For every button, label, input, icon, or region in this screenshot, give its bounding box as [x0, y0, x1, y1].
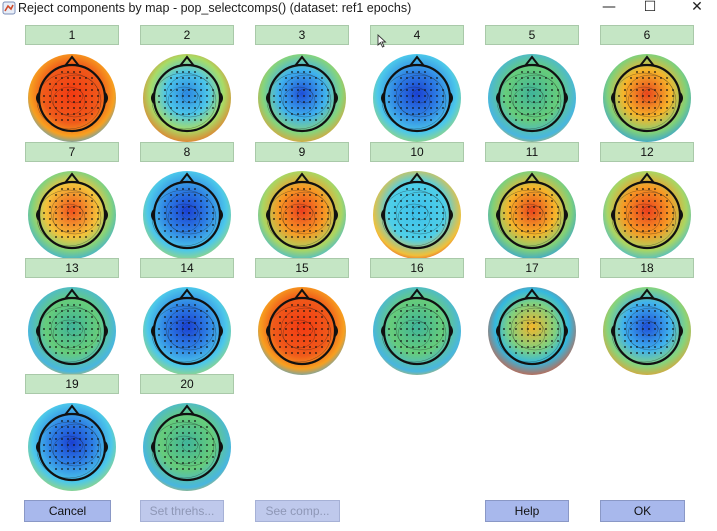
component-topomap-12[interactable]: [592, 166, 702, 262]
component-topomap-17[interactable]: [477, 282, 587, 378]
component-button-13[interactable]: 13: [25, 258, 119, 278]
component-button-20[interactable]: 20: [140, 374, 234, 394]
component-topomap-10[interactable]: [362, 166, 472, 262]
component-topomap-9[interactable]: [247, 166, 357, 262]
component-topomap-14[interactable]: [132, 282, 242, 378]
help-button[interactable]: Help: [485, 500, 569, 522]
mouse-cursor-icon: [377, 34, 387, 48]
component-topomap-18[interactable]: [592, 282, 702, 378]
ok-button[interactable]: OK: [600, 500, 685, 522]
component-button-15[interactable]: 15: [255, 258, 349, 278]
component-topomap-5[interactable]: [477, 49, 587, 145]
set-thresholds-button[interactable]: Set threhs...: [140, 500, 224, 522]
component-button-1[interactable]: 1: [25, 25, 119, 45]
component-topomap-15[interactable]: [247, 282, 357, 378]
component-button-19[interactable]: 19: [25, 374, 119, 394]
component-button-5[interactable]: 5: [485, 25, 579, 45]
minimize-button[interactable]: —: [602, 0, 616, 15]
component-topomap-2[interactable]: [132, 49, 242, 145]
component-button-9[interactable]: 9: [255, 142, 349, 162]
component-topomap-19[interactable]: [17, 398, 127, 494]
component-button-16[interactable]: 16: [370, 258, 464, 278]
component-topomap-3[interactable]: [247, 49, 357, 145]
component-topomap-6[interactable]: [592, 49, 702, 145]
component-button-8[interactable]: 8: [140, 142, 234, 162]
see-component-button[interactable]: See comp...: [255, 500, 340, 522]
title-bar: Reject components by map - pop_selectcom…: [0, 0, 717, 20]
component-button-12[interactable]: 12: [600, 142, 694, 162]
component-button-17[interactable]: 17: [485, 258, 579, 278]
component-button-2[interactable]: 2: [140, 25, 234, 45]
window-title: Reject components by map - pop_selectcom…: [18, 1, 412, 15]
component-button-6[interactable]: 6: [600, 25, 694, 45]
component-button-18[interactable]: 18: [600, 258, 694, 278]
component-topomap-11[interactable]: [477, 166, 587, 262]
component-topomap-8[interactable]: [132, 166, 242, 262]
component-button-11[interactable]: 11: [485, 142, 579, 162]
component-topomap-13[interactable]: [17, 282, 127, 378]
component-button-14[interactable]: 14: [140, 258, 234, 278]
component-topomap-4[interactable]: [362, 49, 472, 145]
component-button-10[interactable]: 10: [370, 142, 464, 162]
component-button-7[interactable]: 7: [25, 142, 119, 162]
component-button-4[interactable]: 4: [370, 25, 464, 45]
component-topomap-1[interactable]: [17, 49, 127, 145]
component-topomap-20[interactable]: [132, 398, 242, 494]
component-topomap-7[interactable]: [17, 166, 127, 262]
close-button[interactable]: ✕: [691, 0, 703, 15]
app-icon: [2, 1, 16, 15]
cancel-button[interactable]: Cancel: [24, 500, 111, 522]
component-button-3[interactable]: 3: [255, 25, 349, 45]
component-topomap-16[interactable]: [362, 282, 472, 378]
maximize-button[interactable]: ☐: [643, 0, 657, 15]
